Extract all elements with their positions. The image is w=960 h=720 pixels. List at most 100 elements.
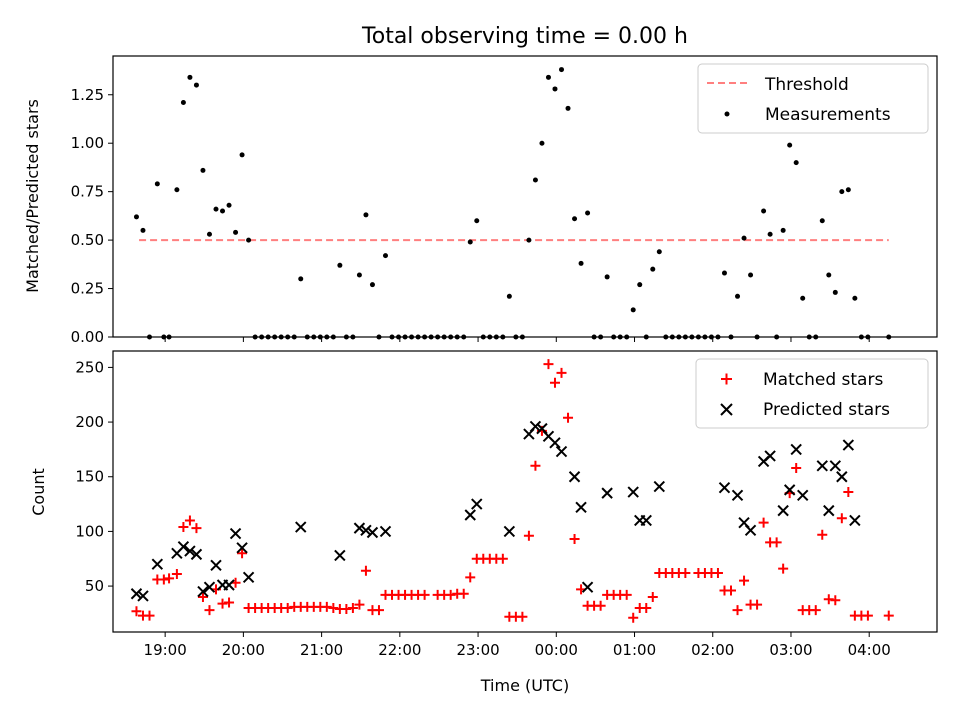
bottom-x-tick-label: 00:00: [535, 641, 578, 659]
measurement-point: [767, 231, 773, 237]
legend-matched-swatch: [721, 373, 732, 385]
predicted-star-point: [777, 504, 789, 517]
measurement-point: [356, 272, 362, 278]
bottom-legend: Matched stars Predicted stars: [695, 358, 929, 429]
matched-star-point: [778, 563, 789, 574]
legend-measurements-swatch: [724, 111, 730, 117]
matched-star-point: [563, 412, 574, 423]
predicted-star-point: [640, 514, 652, 527]
measurement-point: [780, 227, 786, 233]
bottom-x-tick-label: 21:00: [300, 641, 343, 659]
measurement-point: [239, 152, 245, 158]
predicted-star-point: [242, 571, 255, 584]
predicted-star-point: [581, 581, 594, 593]
measurement-point: [193, 82, 199, 88]
measurement-point: [246, 237, 252, 243]
bottom-x-tick-label: 02:00: [691, 641, 734, 659]
measurement-point: [200, 167, 206, 173]
matched-star-point: [458, 588, 469, 599]
top-chart-title: Total observing time = 0.00 h: [361, 24, 688, 49]
measurement-point: [637, 282, 643, 288]
measurement-point: [741, 235, 747, 241]
top-y-tick-label: 1.25: [71, 86, 104, 104]
predicted-star-point: [790, 443, 802, 456]
measurement-point: [363, 212, 369, 218]
measurement-point: [140, 227, 146, 233]
top-y-tick-label: 0.25: [71, 280, 104, 298]
matched-star-point: [595, 600, 606, 611]
predicted-star-point: [823, 504, 835, 517]
measurement-point: [572, 216, 578, 222]
predicted-star-point: [366, 526, 379, 539]
matched-star-point: [680, 567, 691, 578]
measurement-point: [474, 218, 480, 224]
measurement-point: [539, 140, 545, 146]
measurement-point: [552, 86, 558, 92]
matched-star-point: [712, 567, 723, 578]
matched-star-point: [523, 530, 534, 541]
predicted-star-point: [360, 524, 372, 537]
bottom-x-tick-label: 04:00: [848, 641, 891, 659]
bottom-y-tick-label: 150: [75, 468, 104, 486]
top-y-tick-label: 0.00: [71, 328, 104, 346]
matched-star-point: [178, 522, 189, 533]
matched-star-point: [197, 592, 208, 603]
matched-star-point: [621, 589, 632, 600]
measurement-point: [852, 295, 858, 301]
predicted-star-point: [829, 460, 842, 472]
predicted-star-point: [575, 501, 587, 514]
matched-star-point: [883, 610, 894, 621]
predicted-star-point: [718, 481, 731, 494]
measurement-point: [174, 187, 180, 193]
measurement-point: [180, 100, 186, 106]
measurement-point: [585, 210, 591, 216]
measurement-point: [800, 295, 806, 301]
legend-threshold-label: Threshold: [764, 75, 849, 95]
top-y-tick-label: 0.50: [71, 231, 104, 249]
matched-star-point: [823, 594, 834, 605]
predicted-star-point: [130, 588, 143, 600]
predicted-star-point: [190, 548, 203, 561]
predicted-star-point: [744, 524, 757, 537]
measurement-point: [839, 189, 845, 195]
matched-star-point: [164, 573, 175, 584]
matched-star-point: [328, 602, 339, 613]
measurement-point: [630, 307, 636, 313]
top-y-tick-label: 0.75: [71, 183, 104, 201]
matched-star-point: [817, 529, 828, 540]
measurement-point: [467, 239, 473, 245]
predicted-star-point: [816, 460, 828, 472]
matched-star-point: [732, 605, 743, 616]
top-legend-box: [697, 63, 929, 134]
matched-star-point: [373, 605, 384, 616]
matched-star-point: [843, 487, 854, 498]
predicted-star-point: [555, 445, 568, 458]
matched-star-point: [836, 513, 847, 524]
matched-star-point: [465, 572, 476, 583]
predicted-star-point: [334, 549, 346, 562]
bottom-panel-ticks: 19:00 20:00 21:00 22:00 23:00 00:00 01:00 02:00…: [75, 358, 890, 659]
predicted-star-point: [210, 559, 222, 572]
matched-star-point: [217, 598, 228, 609]
top-legend: Threshold Measurements: [697, 63, 929, 134]
predicted-star-point: [836, 471, 848, 483]
predicted-star-point: [464, 509, 476, 521]
measurement-point: [226, 202, 232, 208]
matched-star-point: [726, 585, 736, 596]
matched-star-point: [445, 589, 456, 600]
measurement-point: [578, 260, 584, 266]
predicted-star-point: [529, 420, 542, 433]
matched-star-point: [758, 517, 769, 528]
matched-star-point: [360, 565, 371, 576]
measurement-point: [565, 105, 571, 111]
predicted-star-point: [653, 480, 665, 493]
measurement-point: [532, 177, 538, 183]
matched-star-point: [543, 359, 554, 370]
measurement-point: [298, 276, 304, 282]
top-panel-frame: [112, 55, 938, 338]
bottom-panel-frame: [112, 350, 938, 633]
bottom-y-tick-label: 200: [75, 413, 104, 431]
matched-star-point: [204, 605, 215, 616]
predicted-star-point: [764, 450, 776, 462]
